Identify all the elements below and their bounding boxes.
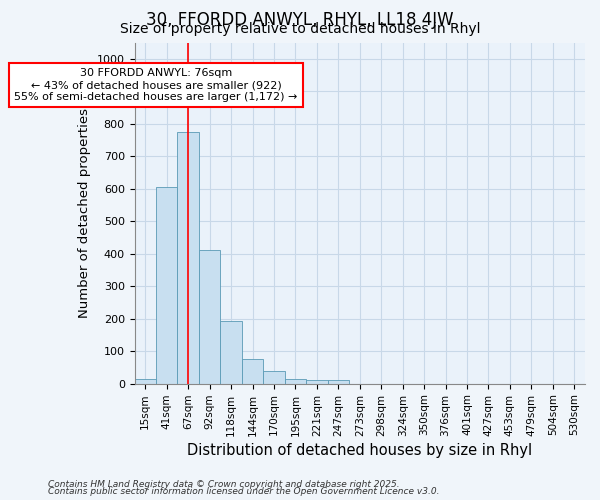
Y-axis label: Number of detached properties: Number of detached properties <box>78 108 91 318</box>
Bar <box>156 187 178 384</box>
Bar <box>220 322 242 384</box>
Bar <box>263 370 284 384</box>
Bar <box>306 380 328 384</box>
Bar <box>284 379 306 384</box>
Bar <box>328 380 349 384</box>
Bar <box>134 379 156 384</box>
Text: Contains HM Land Registry data © Crown copyright and database right 2025.: Contains HM Land Registry data © Crown c… <box>48 480 400 489</box>
Text: 30 FFORDD ANWYL: 76sqm
← 43% of detached houses are smaller (922)
55% of semi-de: 30 FFORDD ANWYL: 76sqm ← 43% of detached… <box>14 68 298 102</box>
Text: Size of property relative to detached houses in Rhyl: Size of property relative to detached ho… <box>120 22 480 36</box>
Text: Contains public sector information licensed under the Open Government Licence v3: Contains public sector information licen… <box>48 487 439 496</box>
X-axis label: Distribution of detached houses by size in Rhyl: Distribution of detached houses by size … <box>187 442 532 458</box>
Bar <box>178 132 199 384</box>
Text: 30, FFORDD ANWYL, RHYL, LL18 4JW: 30, FFORDD ANWYL, RHYL, LL18 4JW <box>146 11 454 29</box>
Bar <box>199 250 220 384</box>
Bar <box>242 358 263 384</box>
